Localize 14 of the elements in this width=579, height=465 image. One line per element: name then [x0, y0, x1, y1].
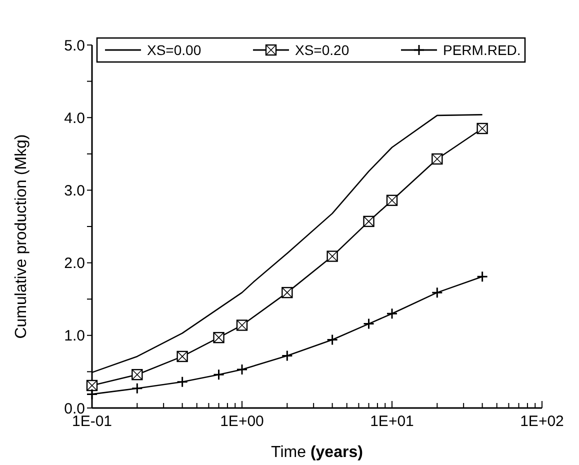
x-tick-label: 1E-01: [72, 413, 112, 430]
y-tick-label: 3.0: [64, 182, 85, 200]
x-tick-label: 1E+01: [370, 413, 414, 430]
y-axis-title: Cumulative production (Mkg): [13, 134, 30, 339]
y-tick-label: 2.0: [64, 255, 85, 272]
legend-label: XS=0.20: [295, 42, 350, 58]
x-axis-title: Time (years): [271, 444, 363, 461]
y-tick-label: 5.0: [64, 37, 85, 54]
legend-label: PERM.RED.: [443, 42, 521, 58]
legend-label: XS=0.00: [147, 42, 202, 58]
y-tick-label: 4.0: [64, 110, 85, 127]
y-tick-label: 1.0: [64, 328, 85, 345]
x-tick-label: 1E+02: [520, 413, 564, 430]
x-tick-label: 1E+00: [220, 413, 264, 430]
